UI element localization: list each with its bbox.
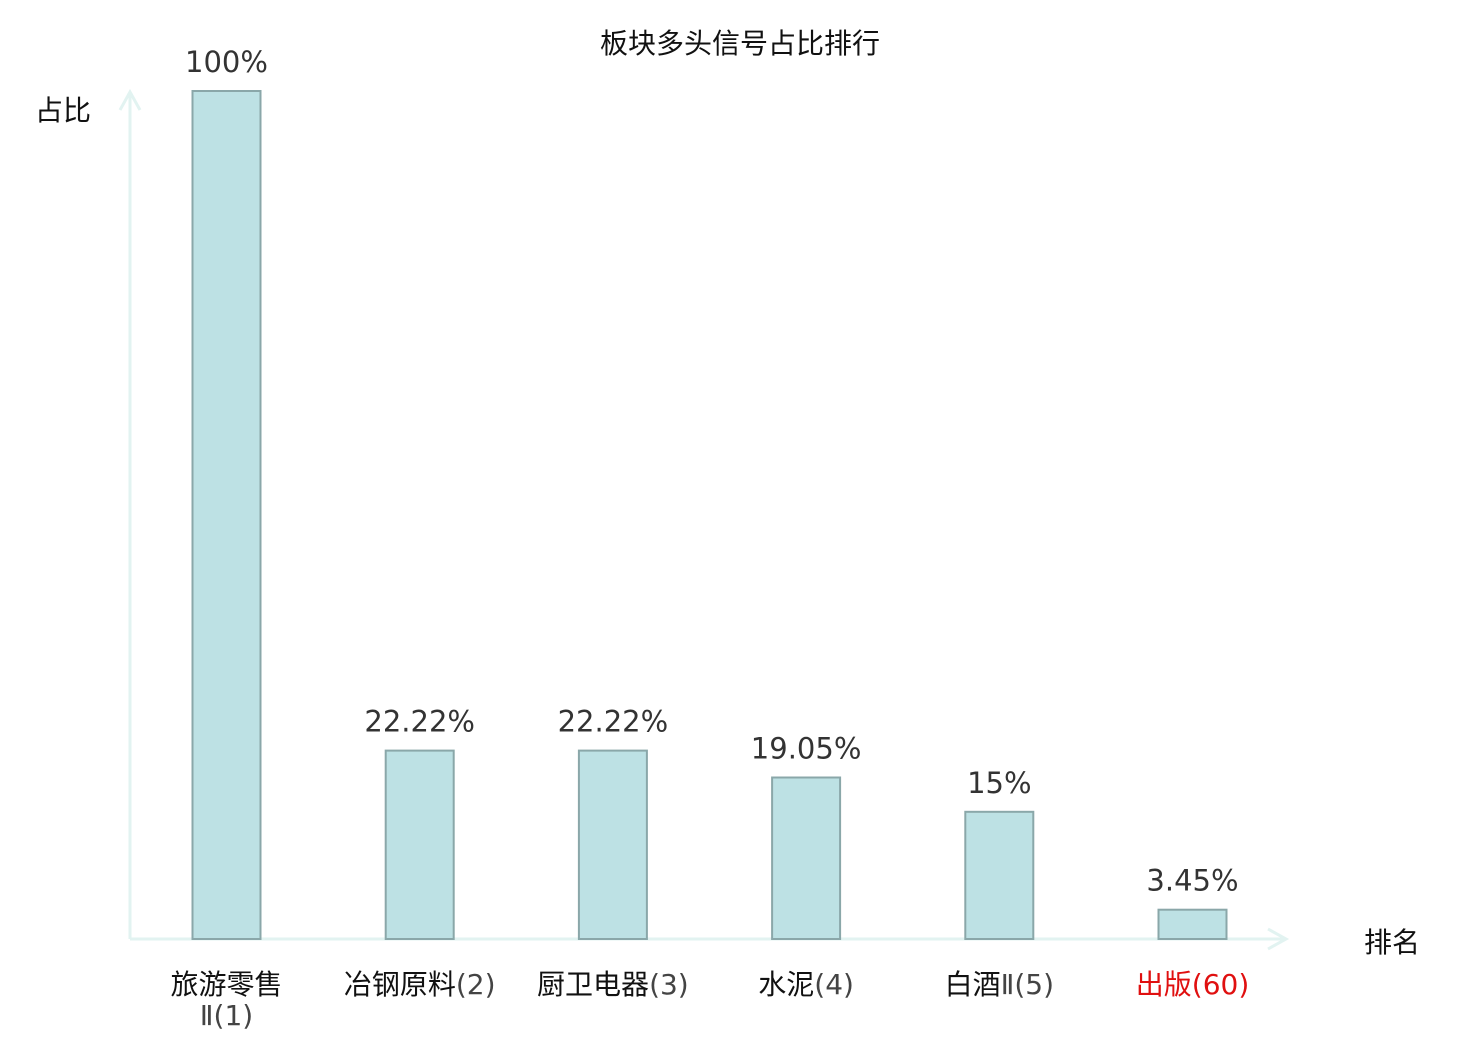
x-axis-label: 排名 — [1364, 926, 1420, 959]
bar — [964, 810, 1035, 940]
category-label: 白酒Ⅱ(5) — [945, 968, 1054, 1001]
bar — [1157, 908, 1228, 941]
category-name: 白酒 — [945, 968, 1001, 1001]
category-rank: (1) — [214, 999, 254, 1032]
category-suffix: Ⅱ — [1001, 968, 1015, 1001]
category-suffix: Ⅱ — [200, 999, 214, 1032]
category-name: 冶钢原料 — [344, 968, 456, 1001]
chart-title: 板块多头信号占比排行 — [600, 27, 880, 60]
axes — [118, 88, 1290, 951]
category-label: 水泥(4) — [758, 968, 854, 1001]
category-rank: (2) — [456, 968, 496, 1001]
value-label: 3.45% — [1146, 864, 1238, 898]
category-rank: (4) — [814, 968, 854, 1001]
category-label: 厨卫电器(3) — [537, 968, 689, 1001]
category-name: 出版 — [1136, 968, 1192, 1001]
bar — [577, 749, 648, 940]
category-rank: (3) — [649, 968, 689, 1001]
bars — [191, 90, 1228, 941]
category-name: 水泥 — [758, 968, 814, 1001]
value-label: 22.22% — [364, 705, 475, 739]
bar — [771, 776, 842, 940]
y-axis-arrow — [118, 88, 142, 111]
x-axis-arrow — [1267, 927, 1290, 951]
value-label: 22.22% — [558, 705, 669, 739]
category-rank: (5) — [1014, 968, 1054, 1001]
category-label-line2: Ⅱ(1) — [200, 999, 253, 1032]
value-label: 15% — [967, 766, 1031, 800]
y-axis-label: 占比 — [35, 94, 91, 127]
bar — [384, 749, 455, 940]
category-name: 旅游零售 — [170, 968, 282, 1001]
category-label: 出版(60) — [1136, 968, 1250, 1001]
value-label: 100% — [185, 45, 268, 79]
category-label: 冶钢原料(2) — [344, 968, 496, 1001]
category-label: 旅游零售 — [170, 968, 282, 1001]
category-name: 厨卫电器 — [537, 968, 649, 1001]
value-labels: 100% 22.22% 22.22% 19.05% 15% 3.45% — [185, 45, 1239, 898]
category-rank: (60) — [1192, 968, 1249, 1001]
value-label: 19.05% — [751, 732, 862, 766]
bar — [191, 90, 262, 940]
